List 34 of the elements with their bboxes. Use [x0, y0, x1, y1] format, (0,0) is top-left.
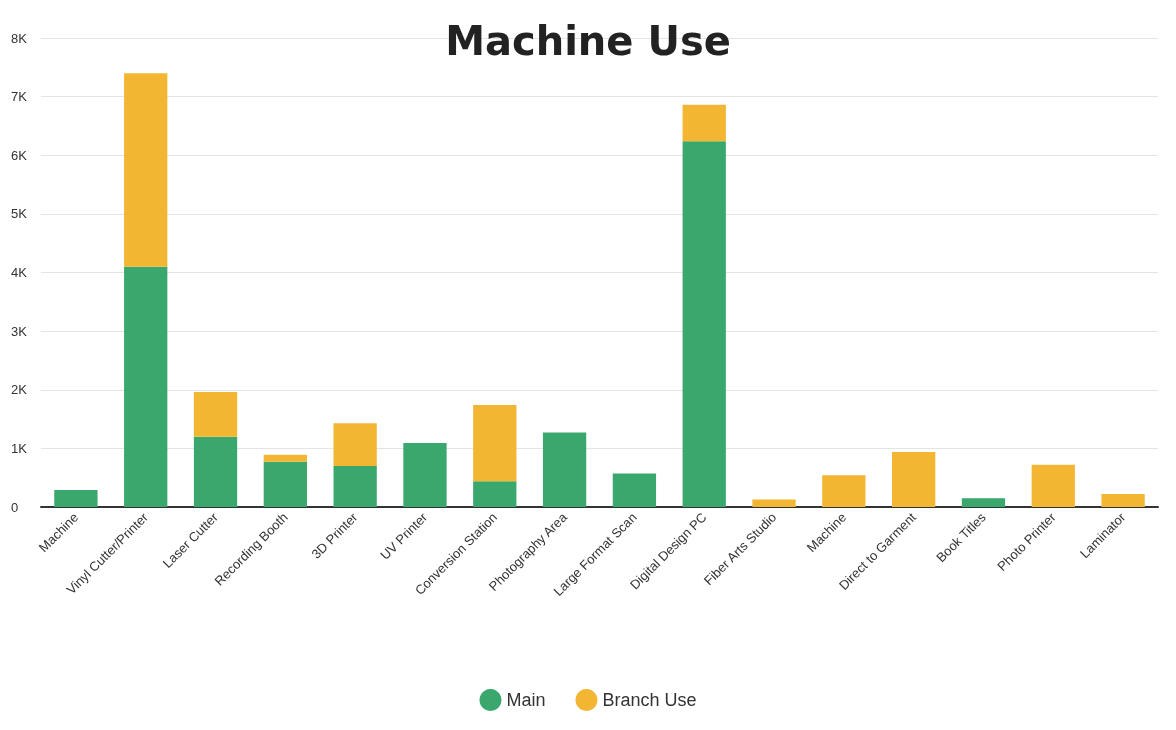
bar	[473, 404, 517, 482]
bar	[682, 141, 726, 507]
y-tick-label: 4K	[11, 265, 28, 280]
bar	[1031, 464, 1075, 507]
bar	[822, 475, 866, 507]
y-tick-label: 6K	[11, 147, 28, 163]
y-tick-label: 3K	[11, 323, 28, 339]
bar	[612, 473, 657, 507]
y-tick-label: 1K	[11, 440, 28, 456]
legend-label: Branch Use	[602, 690, 697, 710]
y-tick-label: 8K	[11, 30, 28, 46]
bar	[682, 104, 726, 142]
y-tick-label: 0	[11, 499, 19, 515]
bar	[54, 490, 98, 507]
bar	[193, 392, 238, 437]
chart-title: Machine Use	[445, 18, 731, 64]
legend-label: Main	[506, 690, 546, 710]
bar	[752, 499, 796, 507]
bar	[333, 423, 377, 466]
bar	[892, 451, 936, 507]
y-tick-label: 7K	[11, 89, 28, 105]
bar	[961, 498, 1006, 507]
bar	[124, 266, 168, 507]
bar	[263, 461, 307, 507]
y-tick-label: 5K	[11, 206, 28, 222]
bar	[263, 454, 307, 462]
bar	[1101, 494, 1145, 507]
bar	[333, 465, 377, 507]
bar	[193, 436, 238, 507]
bar	[473, 481, 517, 507]
bar	[403, 443, 447, 507]
bar	[542, 432, 587, 507]
bar	[124, 73, 168, 267]
y-tick-label: 2K	[11, 382, 28, 398]
